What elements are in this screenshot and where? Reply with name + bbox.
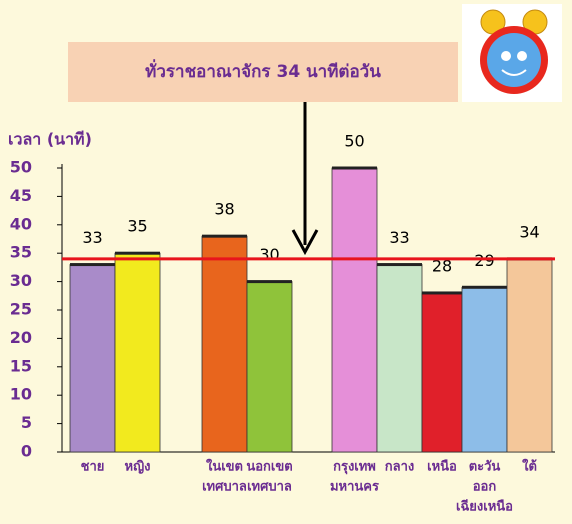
bar-cap [70,263,115,267]
x-tick-label: หญิง [125,460,151,475]
bar [331,167,378,453]
value-label: 35 [127,217,147,236]
x-tick-label: กรุงเทพ [333,460,376,475]
y-tick-label: 35 [10,243,32,262]
bar [201,235,248,453]
value-label: 28 [432,256,452,275]
y-tick-label: 15 [10,356,32,375]
x-tick-label: เทศบาล [202,480,247,495]
x-tick-label: เหนือ [427,459,457,475]
chart-title: ทั่วราชอาณาจักร 34 นาทีต่อวัน [145,59,381,82]
x-tick-label: นอกเขต [246,460,292,475]
bar-cap [202,234,247,238]
y-tick-label: 10 [10,385,32,404]
value-label: 33 [389,228,409,247]
y-tick-label: 30 [10,271,32,290]
x-tick-label: ออก [473,480,497,495]
bar [506,258,553,453]
value-label: 33 [82,228,102,247]
bar [421,292,463,453]
x-tick-label: ในเขต [206,458,243,475]
title-box [68,42,458,102]
value-label: 34 [519,222,539,241]
bar-cap [115,251,160,255]
y-tick-label: 20 [10,328,32,347]
y-tick-label: 50 [10,158,32,177]
arrow-head [291,229,319,256]
bar-cap [462,285,507,289]
x-tick-label: เทศบาล [247,480,292,495]
y-tick-label: 40 [10,214,32,233]
value-label: 50 [344,132,364,151]
y-tick-label: 45 [10,186,32,205]
y-axis-label: เวลา (นาที) [8,130,92,149]
bar-cap [422,291,462,295]
value-label: 30 [259,245,279,264]
bar [114,252,161,453]
bar [246,281,293,453]
x-tick-label: ชาย [81,460,105,475]
y-tick-label: 0 [21,442,32,461]
bar [461,286,508,453]
x-tick-label: เฉียงเหนือ [456,499,513,515]
clock [462,4,562,102]
x-tick-label: ใต้ [522,458,537,475]
bar [69,264,116,453]
y-tick-label: 25 [10,300,32,319]
bar-cap [377,263,422,267]
x-tick-label: ตะวัน [469,460,501,475]
y-tick-label: 5 [21,413,32,432]
bar-cap [247,280,292,284]
bar [376,264,423,453]
x-tick-label: มหานคร [330,480,379,495]
x-tick-label: กลาง [385,460,415,475]
bar-cap [332,166,377,170]
value-label: 38 [214,200,234,219]
